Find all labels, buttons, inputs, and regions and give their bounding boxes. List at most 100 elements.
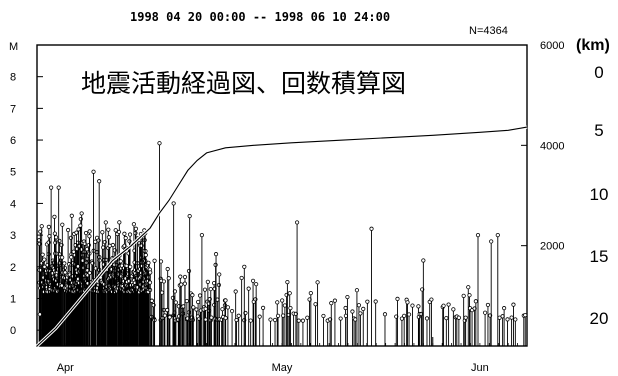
event-marker <box>161 279 167 284</box>
depth-label: 0 <box>594 63 603 82</box>
event-marker <box>466 285 471 290</box>
event-marker <box>106 235 111 240</box>
month-label: Apr <box>57 362 74 374</box>
event-marker <box>131 222 137 227</box>
event-marker <box>53 235 59 240</box>
left-tick-label: 5 <box>10 167 16 179</box>
depth-label: 15 <box>590 247 609 266</box>
event-marker <box>332 298 338 303</box>
event-marker <box>182 281 187 286</box>
event-marker <box>406 312 412 317</box>
event-marker <box>208 286 213 292</box>
event-marker <box>272 317 278 323</box>
event-marker <box>78 223 83 228</box>
event-marker <box>280 298 285 303</box>
event-marker <box>93 239 98 244</box>
event-marker <box>196 299 201 305</box>
event-marker <box>87 229 92 234</box>
event-marker <box>117 220 122 225</box>
event-marker <box>178 274 183 279</box>
event-marker <box>220 307 225 312</box>
event-marker <box>315 280 320 285</box>
event-marker <box>461 293 466 298</box>
event-marker <box>46 224 51 229</box>
event-marker <box>225 305 231 310</box>
event-marker <box>52 231 57 236</box>
event-marker <box>354 288 360 293</box>
event-marker <box>173 300 178 305</box>
event-marker <box>382 312 388 317</box>
left-tick-label: 4 <box>10 198 16 210</box>
event-marker <box>84 247 90 252</box>
event-marker <box>463 315 468 320</box>
event-marker <box>127 239 132 244</box>
event-marker <box>190 293 195 298</box>
event-marker <box>213 252 219 257</box>
event-marker <box>282 303 287 308</box>
event-marker <box>250 278 256 283</box>
event-marker <box>223 298 228 303</box>
event-marker <box>288 305 293 311</box>
event-marker <box>202 287 208 292</box>
event-marker <box>281 313 286 318</box>
event-marker <box>305 315 310 320</box>
event-marker <box>308 290 313 296</box>
event-marker <box>287 291 292 296</box>
left-tick-label: 3 <box>10 230 16 242</box>
chart-title: 地震活動経過図、回数積算図 <box>81 69 406 98</box>
left-axis-label: M <box>9 41 18 53</box>
event-marker <box>123 235 128 241</box>
left-axis: 0 1 2 3 4 5 6 7 8 <box>10 72 43 337</box>
left-tick-label: 2 <box>10 262 16 274</box>
event-marker <box>187 213 192 219</box>
right-axis: 2000 4000 6000 <box>521 40 564 253</box>
event-marker <box>186 268 192 274</box>
left-tick-label: 7 <box>10 103 16 115</box>
event-marker <box>91 169 96 174</box>
event-marker <box>395 296 400 302</box>
event-marker <box>509 315 514 320</box>
event-marker <box>69 213 74 218</box>
event-marker <box>456 315 461 320</box>
event-marker <box>203 306 208 311</box>
event-marker <box>361 306 366 312</box>
event-marker <box>482 310 488 315</box>
event-count-label: N=4364 <box>469 25 508 37</box>
event-marker <box>147 280 153 285</box>
depth-scale: 0 5 10 15 20 <box>590 63 609 328</box>
event-marker <box>350 309 355 314</box>
event-marker <box>106 227 111 232</box>
event-marker <box>122 231 127 236</box>
event-marker <box>113 228 118 233</box>
event-marker <box>116 229 122 235</box>
event-marker <box>100 230 105 235</box>
event-marker <box>157 141 162 146</box>
event-marker <box>229 308 235 314</box>
event-marker <box>62 265 68 270</box>
event-marker <box>170 295 176 300</box>
event-marker <box>69 255 74 260</box>
event-marker <box>268 317 273 322</box>
event-marker <box>421 258 426 263</box>
x-axis: Apr May Jun <box>46 337 518 374</box>
title-background <box>76 64 431 100</box>
event-marker <box>511 302 516 307</box>
event-marker <box>373 299 378 304</box>
event-marker <box>234 317 239 323</box>
event-marker <box>296 318 301 323</box>
event-marker <box>275 313 281 318</box>
event-marker <box>254 282 259 287</box>
event-marker <box>209 315 214 320</box>
event-marker <box>42 257 47 262</box>
left-tick-label: 0 <box>10 325 16 337</box>
event-marker <box>66 227 71 233</box>
event-marker <box>329 301 334 306</box>
event-marker <box>424 316 430 321</box>
event-marker <box>197 293 203 298</box>
event-marker <box>96 238 101 243</box>
event-marker <box>489 239 494 244</box>
event-marker <box>502 306 507 311</box>
event-marker <box>358 311 363 316</box>
event-marker <box>74 230 79 235</box>
